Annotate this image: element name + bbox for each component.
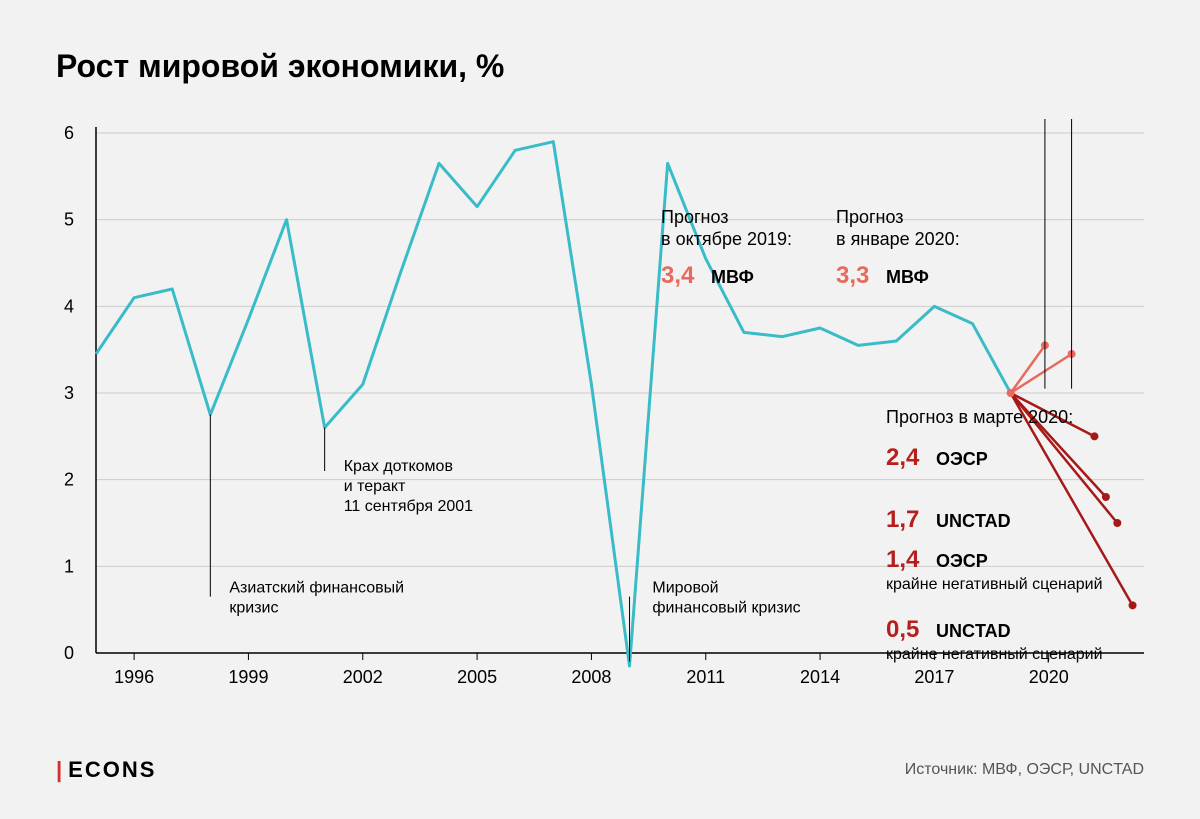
chart-container: 0 1 2 3 4 5 6 1996 1999 2002 2005 2008 2011 2014 2017 2… <box>56 113 1144 713</box>
svg-text:МВФ: МВФ <box>886 267 929 287</box>
svg-text:Прогноз: Прогноз <box>836 207 904 227</box>
svg-text:2014: 2014 <box>800 667 840 687</box>
svg-text:ОЭСР: ОЭСР <box>936 449 988 469</box>
svg-text:2020: 2020 <box>1038 113 1078 115</box>
svg-text:6: 6 <box>64 123 74 143</box>
svg-text:кризис: кризис <box>229 599 278 616</box>
svg-text:и теракт: и теракт <box>344 478 406 495</box>
svg-text:Азиатский финансовый: Азиатский финансовый <box>229 579 404 596</box>
svg-text:2005: 2005 <box>457 667 497 687</box>
svg-text:11 сентября 2001: 11 сентября 2001 <box>344 498 473 515</box>
svg-text:крайне негативный сценарий: крайне негативный сценарий <box>886 646 1103 663</box>
svg-text:0: 0 <box>64 643 74 663</box>
svg-text:1,7: 1,7 <box>886 506 919 533</box>
svg-text:2008: 2008 <box>571 667 611 687</box>
svg-text:4: 4 <box>64 296 74 316</box>
svg-text:2011: 2011 <box>686 667 725 687</box>
svg-text:финансовый кризис: финансовый кризис <box>652 599 800 616</box>
svg-text:1,4: 1,4 <box>886 546 920 573</box>
svg-text:2017: 2017 <box>914 667 954 687</box>
svg-text:0,5: 0,5 <box>886 616 919 643</box>
svg-text:в январе 2020:: в январе 2020: <box>836 229 960 249</box>
svg-text:UNCTAD: UNCTAD <box>936 621 1011 641</box>
svg-text:Прогноз: Прогноз <box>661 207 729 227</box>
logo: |ECONS <box>56 757 156 783</box>
svg-text:1: 1 <box>64 556 74 576</box>
source-text: Источник: МВФ, ОЭСР, UNCTAD <box>905 761 1144 779</box>
svg-text:1996: 1996 <box>114 667 154 687</box>
svg-text:UNCTAD: UNCTAD <box>936 511 1011 531</box>
svg-text:Мировой: Мировой <box>652 579 718 596</box>
svg-text:Крах доткомов: Крах доткомов <box>344 458 453 475</box>
chart-svg: 0 1 2 3 4 5 6 1996 1999 2002 2005 2008 2011 2014 2017 2… <box>56 113 1144 713</box>
svg-text:3,4: 3,4 <box>661 262 695 289</box>
svg-text:3: 3 <box>64 383 74 403</box>
svg-text:крайне негативный сценарий: крайне негативный сценарий <box>886 576 1103 593</box>
svg-text:2020: 2020 <box>1029 667 1069 687</box>
chart-title: Рост мировой экономики, % <box>56 48 1144 85</box>
svg-text:5: 5 <box>64 210 74 230</box>
svg-text:в октябре 2019:: в октябре 2019: <box>661 229 792 249</box>
svg-text:ОЭСР: ОЭСР <box>936 551 988 571</box>
svg-text:1999: 1999 <box>228 667 268 687</box>
svg-text:2,4: 2,4 <box>886 444 920 471</box>
svg-text:3,3: 3,3 <box>836 262 869 289</box>
svg-text:Прогноз в марте 2020:: Прогноз в марте 2020: <box>886 407 1073 427</box>
svg-text:МВФ: МВФ <box>711 267 754 287</box>
svg-text:2: 2 <box>64 470 74 490</box>
svg-text:2002: 2002 <box>343 667 383 687</box>
